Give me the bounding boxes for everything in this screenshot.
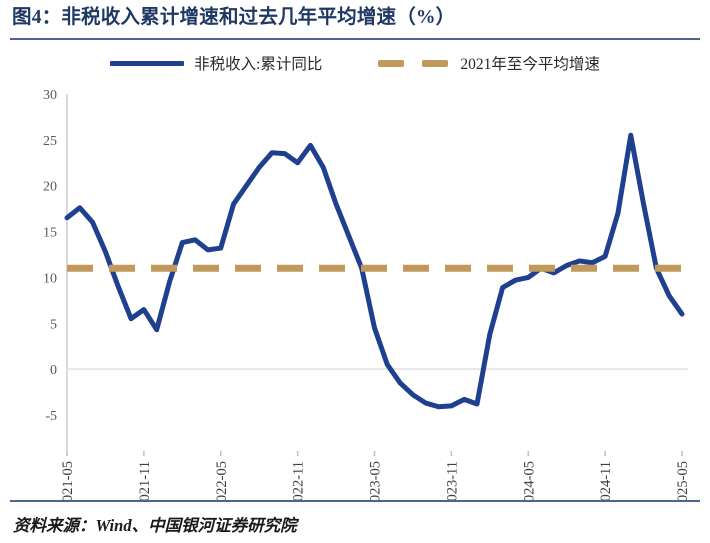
y-axis-tick-label: 15 <box>43 226 57 241</box>
legend-dashed-line-icon <box>376 59 450 67</box>
chart-legend: 非税收入:累计同比 2021年至今平均增速 <box>10 46 700 80</box>
plot-area: 30 25 20 15 10 5 0 -5 2021-05 2021-11 2022-05 2022-… <box>10 80 700 500</box>
x-axis-tick-label: 2024-05 <box>521 461 537 500</box>
y-axis-tick-label: 5 <box>50 318 57 333</box>
x-axis-tick-label: 2024-11 <box>598 461 614 500</box>
legend-label-average: 2021年至今平均增速 <box>460 56 600 74</box>
legend-label-series: 非税收入:累计同比 <box>194 56 323 74</box>
x-axis-tick-label: 2022-05 <box>214 461 230 500</box>
source-divider <box>10 500 700 503</box>
figure-title: 图4：非税收入累计增速和过去几年平均增速（%） <box>12 7 456 28</box>
legend-item-series: 非税收入:累计同比 <box>110 52 322 74</box>
series-line <box>64 133 685 410</box>
y-axis-tick-label: 0 <box>50 364 57 379</box>
y-axis-tick-label: 30 <box>43 88 57 103</box>
source-note: 资料来源：Wind、中国银河证券研究院 <box>13 516 297 536</box>
x-axis-tick-label: 2021-05 <box>60 461 76 500</box>
x-axis-tick-label: 2023-05 <box>368 461 384 500</box>
legend-item-average: 2021年至今平均增速 <box>376 52 600 74</box>
legend-solid-line-icon <box>110 60 185 66</box>
x-axis-tick-label: 2022-11 <box>291 461 307 500</box>
y-axis-tick-label: -5 <box>45 409 57 424</box>
x-axis-tick-label: 2023-11 <box>444 461 460 500</box>
title-divider <box>10 38 700 41</box>
line-chart: 30 25 20 15 10 5 0 -5 2021-05 2021-11 2022-05 2022-… <box>43 88 691 500</box>
x-axis-tick-label: 2021-11 <box>137 461 153 500</box>
x-axis-tick-label: 2025-05 <box>675 461 691 500</box>
y-axis-tick-label: 25 <box>43 134 57 149</box>
y-axis-tick-label: 20 <box>43 180 57 195</box>
y-axis-tick-label: 10 <box>43 272 57 287</box>
